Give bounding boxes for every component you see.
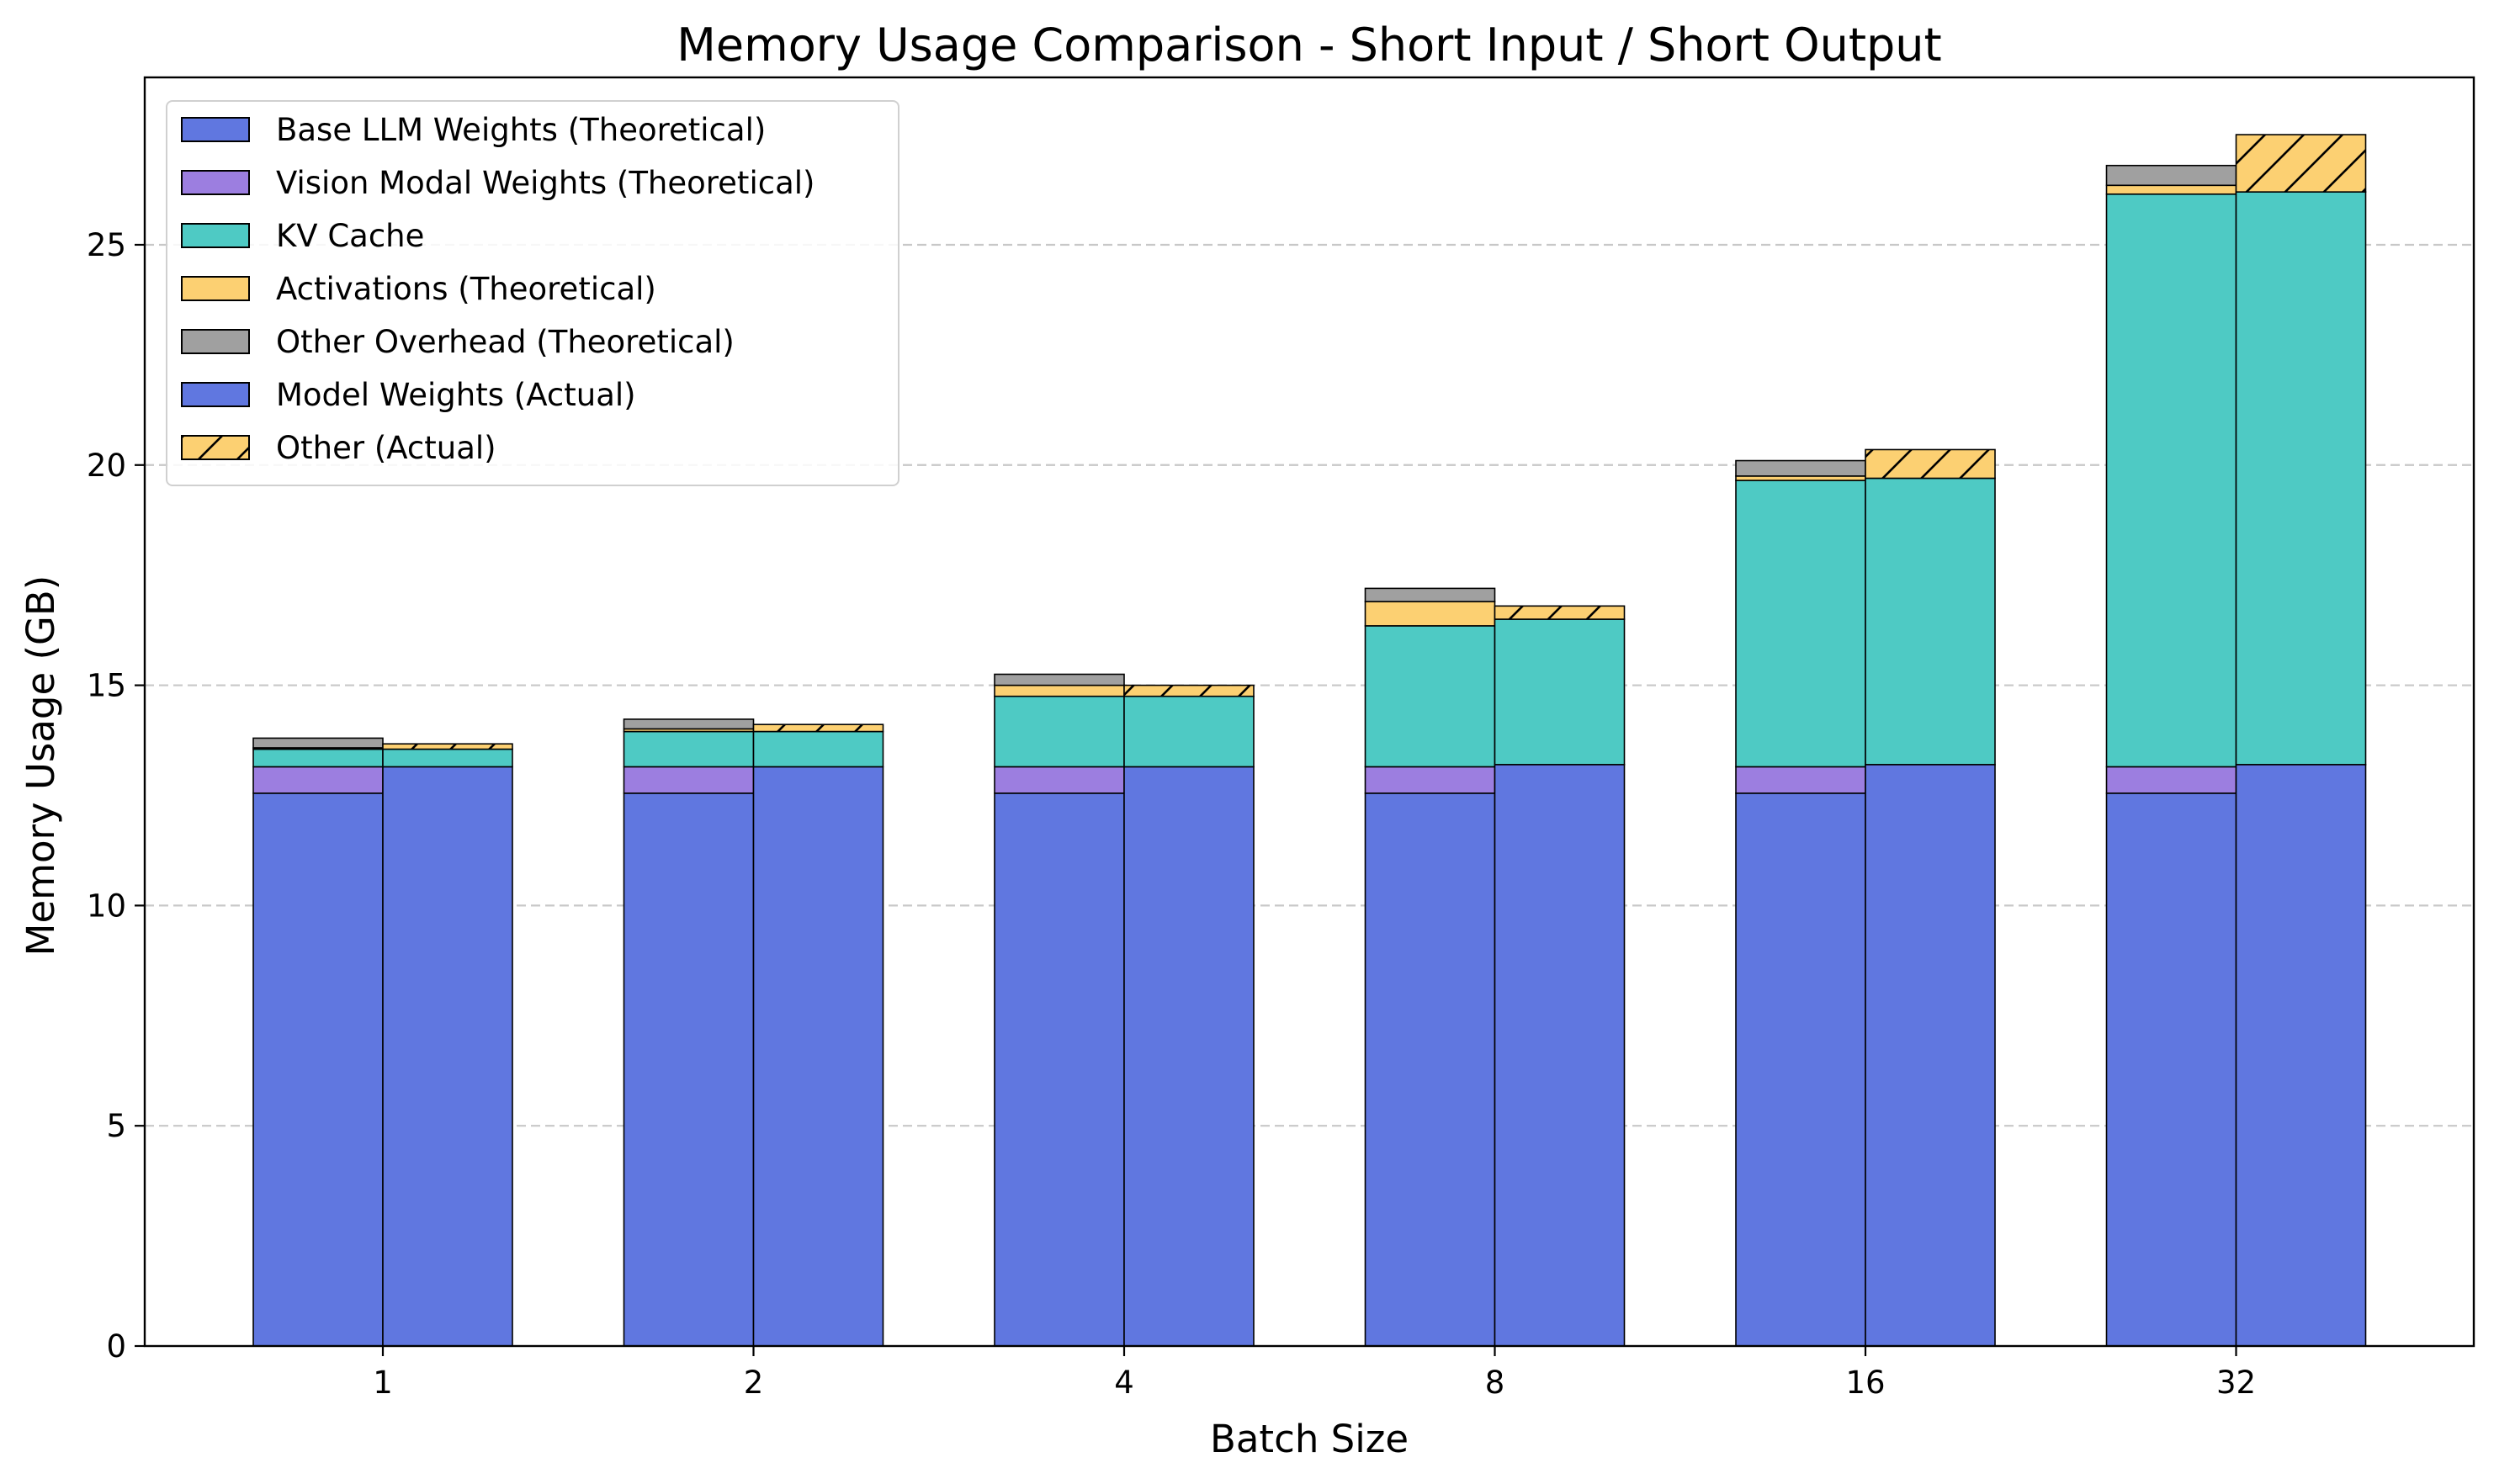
legend-swatch [181,276,250,301]
bar-theoretical-segment [1364,601,1496,627]
bar-theoretical-segment [1735,792,1866,1347]
bar-theoretical-segment [994,792,1125,1347]
bar-actual-segment [1494,618,1626,766]
y-tick-label: 0 [106,1328,126,1365]
x-tick-label: 4 [1114,1365,1134,1401]
legend-box [166,100,899,486]
bar-actual-segment [2235,191,2367,766]
bar-actual-segment [2235,764,2367,1347]
y-tick-label: 20 [87,448,126,484]
bar-hatch-overlay [753,724,884,732]
bar-hatch-overlay [1124,685,1254,697]
x-axis-label: Batch Size [1210,1417,1409,1461]
legend-label: Model Weights (Actual) [276,377,636,413]
bar-actual-segment [752,730,884,768]
bar-theoretical-segment [623,718,755,730]
legend: Base LLM Weights (Theoretical) Vision Mod… [166,100,899,486]
bar-actual-segment [1123,695,1255,768]
bar-theoretical-segment [1364,766,1496,794]
bar-actual-segment [382,766,513,1347]
x-tick-label: 8 [1485,1365,1505,1401]
y-tick-label: 25 [87,227,126,263]
y-axis-label: Memory Usage (GB) [19,575,63,957]
bar-theoretical-segment [994,673,1125,686]
bar-actual-segment [752,766,884,1347]
bar-actual-segment [1123,766,1255,1347]
bar-theoretical-segment [252,792,384,1347]
bar-theoretical-segment [994,695,1125,768]
legend-swatch-hatch [182,436,249,459]
bar-theoretical-segment [252,737,384,749]
legend-swatch [181,382,250,407]
x-tick-label: 16 [1845,1365,1885,1401]
y-tick-label: 15 [87,668,126,704]
x-tick-label: 32 [2216,1365,2256,1401]
bar-hatch-overlay [1494,606,1625,620]
bar-theoretical-segment [2105,193,2237,768]
bar-theoretical-segment [1735,480,1866,768]
x-axis: 1 2 4 8 16 32 [373,1346,2256,1401]
bars [252,134,2367,1347]
legend-label: KV Cache [276,218,424,254]
bar-theoretical-segment [252,766,384,794]
bar-theoretical-segment [623,792,755,1347]
x-tick-label: 1 [373,1365,393,1401]
bar-theoretical-segment [1364,587,1496,602]
bar-hatch-overlay [383,744,512,750]
bar-theoretical-segment [994,766,1125,794]
bar-theoretical-segment [2105,766,2237,794]
bar-actual-segment [1865,764,1996,1347]
bar-theoretical-segment [1735,459,1866,477]
legend-label: Base LLM Weights (Theoretical) [276,112,766,148]
bar-hatch-overlay [1865,449,1995,479]
y-tick-label: 10 [87,888,126,924]
bar-theoretical-segment [623,730,755,768]
legend-label: Other Overhead (Theoretical) [276,324,735,360]
legend-label: Other (Actual) [276,430,496,466]
bar-actual-segment [382,748,513,768]
legend-swatch [181,117,250,142]
bar-theoretical-segment [994,684,1125,697]
plot-frame [143,76,2475,1348]
legend-label: Activations (Theoretical) [276,271,656,307]
legend-swatch [181,223,250,248]
bar-actual-segment [1494,764,1626,1347]
bar-actual-segment [1865,477,1996,766]
bar-theoretical-segment [2105,184,2237,195]
bar-theoretical-segment [623,766,755,794]
chart-title: Memory Usage Comparison - Short Input / … [677,19,1941,72]
x-tick-label: 2 [744,1365,764,1401]
bar-theoretical-segment [1735,766,1866,794]
y-axis: 0 5 10 15 20 25 [87,227,145,1365]
legend-swatch [181,329,250,354]
bar-theoretical-segment [2105,164,2237,187]
legend-swatch [181,170,250,195]
bar-theoretical-segment [252,748,384,768]
bar-theoretical-segment [1364,625,1496,768]
y-tick-label: 5 [106,1108,126,1144]
bar-hatch-overlay [2236,135,2366,193]
bar-theoretical-segment [1364,792,1496,1347]
legend-label: Vision Modal Weights (Theoretical) [276,165,815,201]
bar-theoretical-segment [2105,792,2237,1347]
